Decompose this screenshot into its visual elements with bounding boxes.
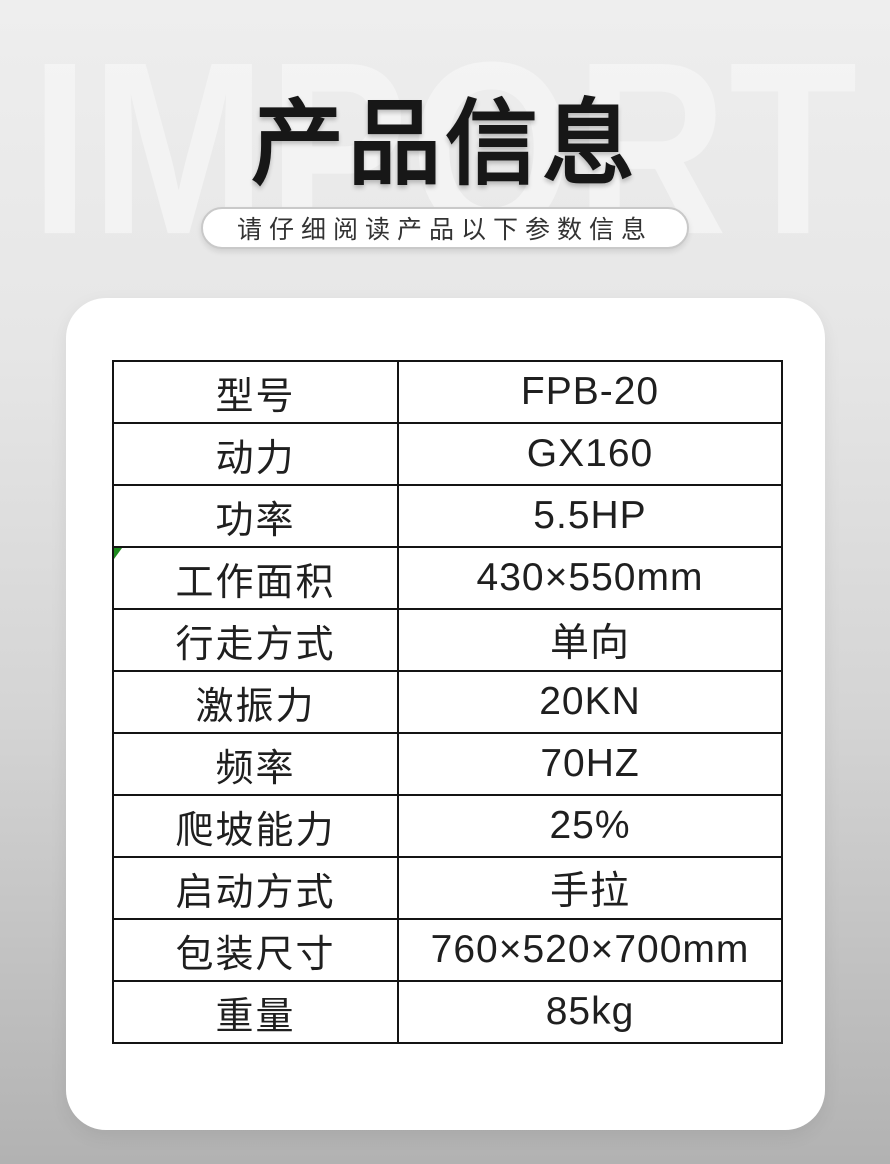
spec-label-cell: 包装尺寸	[112, 918, 399, 982]
table-row: 爬坡能力 25%	[112, 794, 783, 858]
spec-value-cell: 手拉	[397, 856, 783, 920]
spec-label-cell: 频率	[112, 732, 399, 796]
spec-value-cell: 20KN	[397, 670, 783, 734]
table-row: 型号 FPB-20	[112, 360, 783, 424]
spec-value-cell: 85kg	[397, 980, 783, 1044]
spec-table: 型号 FPB-20 动力 GX160 功率 5.5HP 工作面积 430×550…	[112, 360, 783, 1044]
spec-value-cell: 单向	[397, 608, 783, 672]
table-row: 激振力 20KN	[112, 670, 783, 734]
spec-table-body: 型号 FPB-20 动力 GX160 功率 5.5HP 工作面积 430×550…	[112, 360, 783, 1044]
spec-label-cell: 激振力	[112, 670, 399, 734]
table-row: 频率 70HZ	[112, 732, 783, 796]
table-row: 行走方式 单向	[112, 608, 783, 672]
spec-value-cell: 760×520×700mm	[397, 918, 783, 982]
page-title: 产品信息	[251, 92, 639, 196]
spec-value-cell: 430×550mm	[397, 546, 783, 610]
spec-label-cell: 工作面积	[112, 546, 399, 610]
spec-label-cell: 动力	[112, 422, 399, 486]
spec-value-cell: GX160	[397, 422, 783, 486]
spec-card: 型号 FPB-20 动力 GX160 功率 5.5HP 工作面积 430×550…	[66, 298, 825, 1130]
table-row: 工作面积 430×550mm	[112, 546, 783, 610]
spec-label-cell: 爬坡能力	[112, 794, 399, 858]
spec-value-cell: 25%	[397, 794, 783, 858]
table-row: 动力 GX160	[112, 422, 783, 486]
table-row: 启动方式 手拉	[112, 856, 783, 920]
subtitle-pill: 请仔细阅读产品以下参数信息	[200, 207, 690, 249]
table-row: 功率 5.5HP	[112, 484, 783, 548]
spec-value-cell: FPB-20	[397, 360, 783, 424]
spec-label-cell: 型号	[112, 360, 399, 424]
spec-value-cell: 5.5HP	[397, 484, 783, 548]
spec-label-cell: 功率	[112, 484, 399, 548]
spec-label-cell: 行走方式	[112, 608, 399, 672]
table-row: 包装尺寸 760×520×700mm	[112, 918, 783, 982]
spec-label-cell: 启动方式	[112, 856, 399, 920]
spec-label-cell: 重量	[112, 980, 399, 1044]
subtitle-text: 请仔细阅读产品以下参数信息	[236, 216, 654, 244]
spec-value-cell: 70HZ	[397, 732, 783, 796]
table-row: 重量 85kg	[112, 980, 783, 1044]
